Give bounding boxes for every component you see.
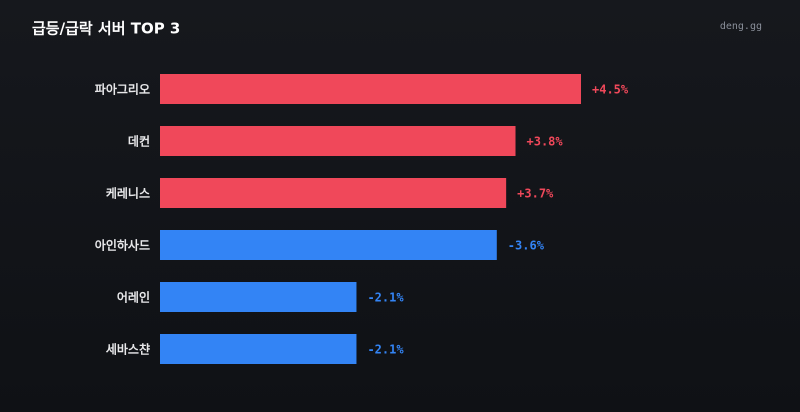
bar <box>160 178 507 208</box>
value-label: -2.1% <box>367 291 404 305</box>
category-label: 아인하사드 <box>95 238 150 253</box>
bar <box>160 230 497 260</box>
source: deng.gg <box>720 21 762 32</box>
value-label: -3.6% <box>508 239 545 253</box>
category-label: 어레인 <box>117 290 150 305</box>
value-label: +3.7% <box>517 187 554 201</box>
category-label: 케레니스 <box>106 186 150 201</box>
bar <box>160 334 357 364</box>
category-label: 데컨 <box>128 134 150 149</box>
bar <box>160 126 516 156</box>
bar <box>160 74 581 104</box>
value-label: -2.1% <box>367 343 404 357</box>
value-label: +4.5% <box>592 83 629 97</box>
chart-title: 급등/급락 서버 TOP 3 <box>32 20 180 38</box>
bar <box>160 282 357 312</box>
value-label: +3.8% <box>527 135 564 149</box>
category-label: 파아그리오 <box>95 82 150 97</box>
category-label: 세바스챤 <box>106 342 150 357</box>
